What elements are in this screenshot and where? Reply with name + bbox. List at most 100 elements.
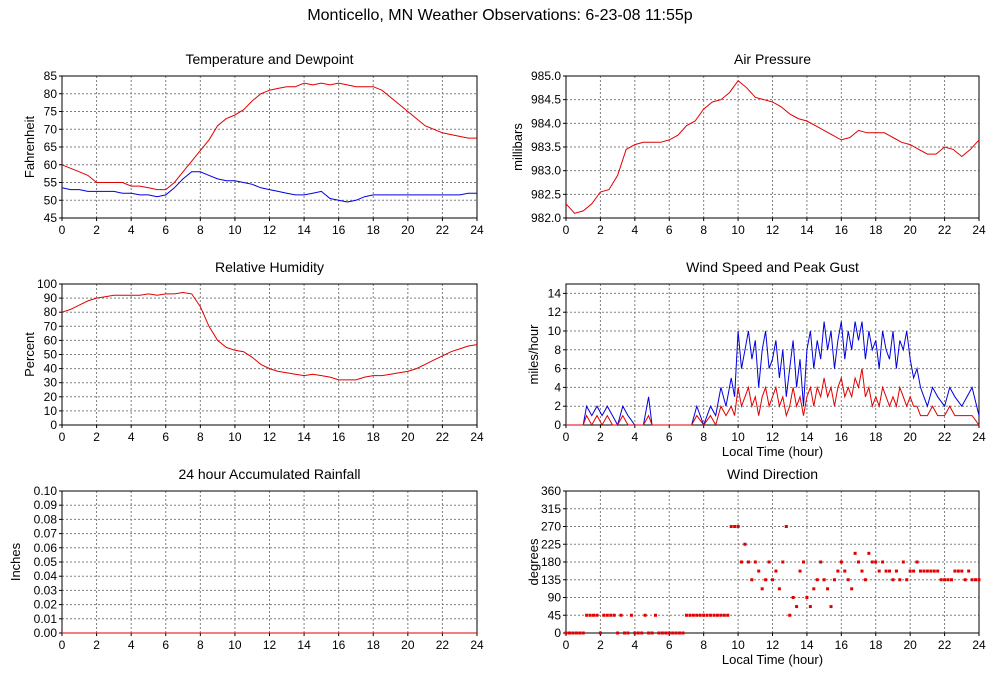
direction-point bbox=[605, 613, 609, 617]
temp-xtick-label: 10 bbox=[228, 223, 242, 237]
direction-point bbox=[757, 569, 761, 573]
temp-ytick-label: 50 bbox=[44, 193, 58, 207]
direction-ytick-label: 45 bbox=[548, 608, 562, 622]
direction-point bbox=[571, 631, 575, 635]
wind-xtick-label: 22 bbox=[938, 430, 952, 444]
humidity-ytick-label: 80 bbox=[44, 305, 58, 319]
direction-point bbox=[798, 569, 802, 573]
direction-point bbox=[612, 613, 616, 617]
direction-point bbox=[626, 631, 630, 635]
temp-xtick-label: 4 bbox=[128, 223, 135, 237]
humidity-xtick-label: 16 bbox=[332, 430, 346, 444]
direction-point bbox=[960, 569, 964, 573]
direction-point bbox=[915, 560, 919, 564]
pressure-ytick-label: 983.5 bbox=[531, 140, 561, 154]
direction-point bbox=[602, 613, 606, 617]
direction-point bbox=[767, 560, 771, 564]
direction-point bbox=[784, 525, 788, 528]
rain-title: 24 hour Accumulated Rainfall bbox=[178, 466, 360, 482]
temp-ylabel: Fahrenheit bbox=[22, 116, 37, 179]
direction-point bbox=[705, 613, 709, 617]
direction-point bbox=[908, 569, 912, 573]
wind-xtick-label: 16 bbox=[835, 430, 849, 444]
direction-point bbox=[695, 613, 699, 617]
wind-xtick-label: 4 bbox=[631, 430, 638, 444]
direction-point bbox=[905, 578, 909, 582]
direction-xtick-label: 20 bbox=[903, 638, 917, 652]
direction-point bbox=[760, 587, 764, 591]
direction-point bbox=[894, 569, 898, 573]
direction-point bbox=[581, 631, 585, 635]
direction-point bbox=[788, 613, 792, 617]
direction-point bbox=[881, 560, 885, 564]
humidity-xtick-label: 12 bbox=[263, 430, 277, 444]
direction-point bbox=[832, 578, 836, 582]
rain-xtick-label: 12 bbox=[263, 638, 277, 652]
humidity-ytick-label: 0 bbox=[50, 418, 57, 432]
direction-xtick-label: 4 bbox=[631, 638, 638, 652]
direction-point bbox=[636, 631, 640, 635]
direction-xtick-label: 2 bbox=[597, 638, 604, 652]
direction-point bbox=[660, 631, 664, 635]
temp-series-blue-line bbox=[61, 171, 477, 203]
direction-point bbox=[819, 560, 823, 564]
temp-xtick-label: 14 bbox=[297, 223, 311, 237]
temp-xtick-label: 24 bbox=[470, 223, 484, 237]
wind-xtick-label: 14 bbox=[800, 430, 814, 444]
direction-point bbox=[805, 596, 809, 599]
direction-point bbox=[888, 569, 892, 573]
humidity-ytick-label: 20 bbox=[44, 390, 58, 404]
pressure-xtick-label: 22 bbox=[938, 223, 952, 237]
direction-xtick-label: 16 bbox=[835, 638, 849, 652]
direction-point bbox=[898, 578, 902, 582]
temp-ytick-label: 55 bbox=[44, 176, 58, 190]
direction-title: Wind Direction bbox=[727, 466, 818, 482]
direction-point bbox=[874, 560, 878, 564]
humidity-series-red-line bbox=[61, 291, 478, 381]
pressure-series-red-line bbox=[565, 79, 980, 214]
pressure-xtick-label: 18 bbox=[869, 223, 883, 237]
humidity-xtick-label: 18 bbox=[367, 430, 381, 444]
temp-xtick-label: 6 bbox=[162, 223, 169, 237]
humidity-xtick-label: 4 bbox=[128, 430, 135, 444]
direction-point bbox=[939, 578, 943, 582]
direction-point bbox=[653, 613, 657, 617]
direction-point bbox=[674, 631, 678, 635]
direction-point bbox=[567, 631, 571, 635]
humidity-xtick-label: 20 bbox=[401, 430, 415, 444]
direction-point bbox=[977, 578, 981, 582]
direction-point bbox=[946, 578, 950, 582]
direction-ylabel: degrees bbox=[526, 538, 541, 585]
temp-xtick-label: 12 bbox=[263, 223, 277, 237]
rain-ytick-label: 0.09 bbox=[34, 498, 58, 512]
direction-point bbox=[650, 631, 654, 635]
direction-point bbox=[750, 578, 754, 582]
direction-ytick-label: 180 bbox=[541, 555, 561, 569]
rain-ytick-label: 0.03 bbox=[34, 583, 58, 597]
direction-point bbox=[970, 578, 974, 582]
direction-point bbox=[726, 613, 730, 617]
humidity-title: Relative Humidity bbox=[215, 259, 324, 275]
temp-title: Temperature and Dewpoint bbox=[185, 51, 353, 67]
direction-point bbox=[616, 631, 620, 635]
direction-ytick-label: 315 bbox=[541, 502, 561, 516]
rain-xtick-label: 20 bbox=[401, 638, 415, 652]
pressure-xtick-label: 20 bbox=[903, 223, 917, 237]
temp-ytick-label: 80 bbox=[44, 87, 58, 101]
pressure-title: Air Pressure bbox=[734, 51, 811, 67]
direction-point bbox=[640, 631, 644, 635]
humidity-ytick-label: 70 bbox=[44, 319, 58, 333]
direction-point bbox=[667, 631, 671, 635]
wind-ytick-label: 4 bbox=[554, 380, 561, 394]
wind-xtick-label: 2 bbox=[597, 430, 604, 444]
direction-point bbox=[839, 560, 843, 564]
direction-point bbox=[912, 569, 916, 573]
direction-point bbox=[801, 560, 805, 564]
direction-ytick-label: 225 bbox=[541, 537, 561, 551]
temp-xtick-label: 16 bbox=[332, 223, 346, 237]
temp-xtick-label: 2 bbox=[93, 223, 100, 237]
